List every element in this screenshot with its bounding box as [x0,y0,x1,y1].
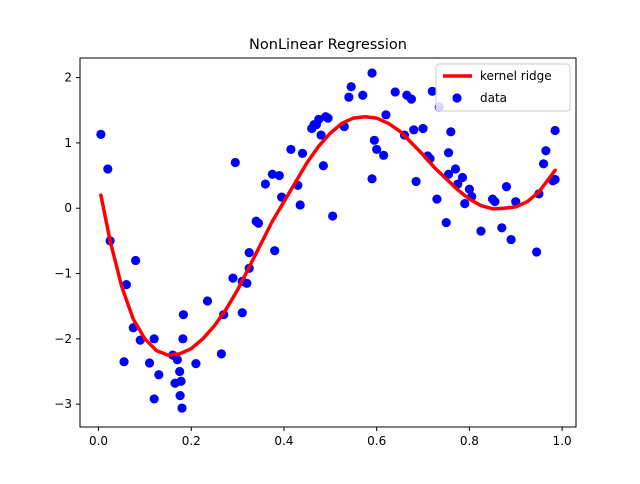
y-tick-label: 2 [64,71,72,85]
x-tick-label: 1.0 [553,434,572,448]
data-point [172,355,182,365]
axes: 0.0 0.2 0.4 0.6 0.8 1.0 −3 −2 −1 0 1 2 [54,57,577,448]
data-point [446,127,456,137]
data-point [328,211,338,221]
data-point [178,334,188,344]
legend-label-data: data [480,91,507,105]
plot-area [96,68,560,413]
data-point [490,197,500,207]
data-point [316,130,326,140]
data-point [418,123,428,134]
data-point [443,148,454,158]
data-point [379,150,389,160]
data-point [550,125,560,136]
data-point [154,370,164,380]
data-point [550,174,560,185]
data-point [119,357,129,367]
data-point [464,184,474,194]
data-point [457,172,468,183]
y-tick-label: −1 [54,267,72,281]
kernel-ridge-line [99,115,557,357]
data-point [369,135,379,145]
data-point [175,366,185,377]
y-tick-label: −2 [54,332,72,346]
x-tick-label: 0.2 [182,434,201,448]
data-point [372,144,382,155]
data-point [131,255,141,266]
data-point [344,92,354,102]
data-point [390,87,400,97]
data-point [409,125,419,135]
data-point [297,148,308,158]
data-point [103,164,113,174]
data-point [450,164,461,174]
data-point [427,86,437,96]
data-point [346,82,356,92]
data-point [411,176,421,187]
data-point [191,359,201,369]
data-point [177,403,187,413]
data-point [144,358,155,368]
data-point [506,234,516,245]
data-point [286,144,296,155]
data-point [295,200,305,210]
data-point [230,157,240,168]
y-tick-label: −3 [54,397,72,411]
data-point [541,146,551,156]
data-point [538,159,549,169]
data-point [121,280,131,290]
data-point [244,248,254,258]
x-tick-label: 0.8 [460,434,479,448]
data-point [228,273,238,283]
data-point [497,223,507,233]
data-point [178,310,188,320]
data-point [237,308,247,318]
data-point [381,110,391,120]
data-point [367,174,377,184]
data-point [432,194,442,204]
legend: kernel ridge data [435,63,571,112]
data-point [358,90,368,100]
data-point [270,246,280,256]
data-point [260,179,271,189]
data-point [253,218,264,228]
data-point [176,376,186,386]
legend-label-kernel-ridge: kernel ridge [480,69,552,83]
data-point [531,247,542,257]
y-tick-label: 0 [64,201,72,215]
x-tick-label: 0.6 [367,434,386,448]
axes-frame [79,57,577,428]
chart-title: NonLinear Regression [249,37,407,53]
data-point [501,182,512,192]
data-point [149,394,159,404]
data-point [267,169,277,179]
data-point [476,226,486,236]
data-point [242,278,252,288]
data-point [314,114,324,124]
data-point [96,129,106,140]
data-point [175,391,185,401]
data-point [318,161,328,171]
data-point [202,296,213,306]
data-point [460,199,470,209]
data-point [149,334,159,344]
data-point [441,217,451,228]
y-tick-label: 1 [64,136,72,150]
data-point [274,170,284,181]
x-tick-label: 0.0 [89,434,108,448]
data-point [406,94,417,104]
data-point [323,113,333,123]
data-point [216,349,226,359]
data-point [367,68,377,78]
legend-point-swatch [452,93,462,103]
x-tick-label: 0.4 [274,434,293,448]
